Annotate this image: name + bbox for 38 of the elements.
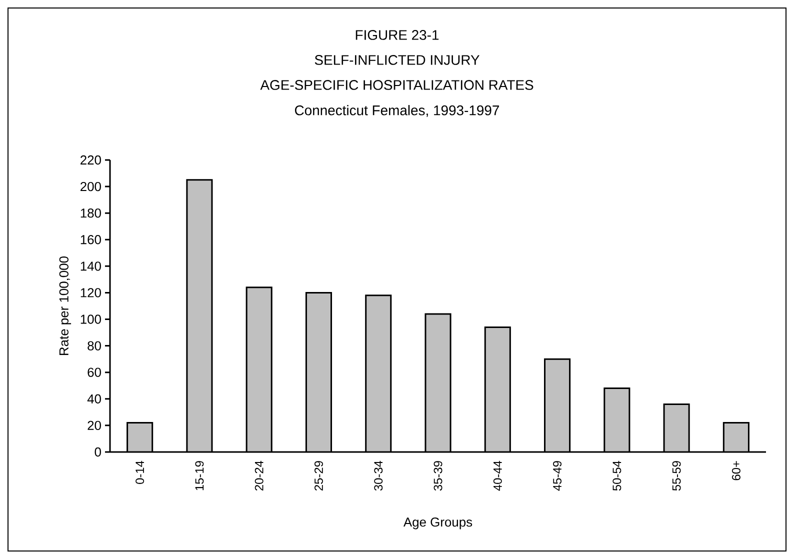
bar <box>246 287 272 452</box>
x-tick-label: 40-44 <box>493 460 502 491</box>
y-tick-label: 20 <box>88 420 101 430</box>
x-tick-label: 50-54 <box>612 460 622 491</box>
bar <box>425 314 451 452</box>
y-tick-label: 80 <box>88 341 101 350</box>
chart-subtitle: SELF-INFLICTED INJURY <box>314 55 480 65</box>
bar <box>366 295 391 452</box>
x-tick-label: 55-59 <box>672 461 681 491</box>
bar <box>485 327 510 452</box>
y-tick-label: 60 <box>88 368 101 377</box>
x-tick-label: 35-39 <box>434 461 442 491</box>
y-tick-label: 40 <box>87 394 101 404</box>
x-tick-label: 20-24 <box>254 460 264 490</box>
y-axis-title: Rate per 100,000 <box>59 256 72 355</box>
x-tick-label: 25-29 <box>314 461 323 490</box>
text: Connecticut Females, 1993-1997 <box>294 105 499 117</box>
y-tick-label: 140 <box>80 262 101 271</box>
y-tick-label: 0 <box>94 447 101 457</box>
chart-title: FIGURE 23-1 <box>356 30 439 40</box>
x-tick-label: 60+ <box>732 461 740 480</box>
x-tick-label: 0-14 <box>136 460 144 484</box>
x-tick-label: 15-19 <box>195 461 204 490</box>
x-axis-title: Age Groups <box>403 518 472 530</box>
y-tick-label: 100 <box>80 314 101 324</box>
bar <box>664 404 690 452</box>
y-tick-label: 200 <box>80 182 101 192</box>
x-tick-label: 30-34 <box>374 460 383 491</box>
text: AGE-SPECIFIC HOSPITALIZATION RATES <box>260 80 534 90</box>
bar <box>604 388 630 452</box>
y-tick-label: 120 <box>80 288 101 298</box>
y-tick-label: 180 <box>80 208 101 218</box>
y-tick-label: 220 <box>80 155 101 165</box>
bar <box>186 180 212 452</box>
bar <box>306 292 332 452</box>
bar <box>544 359 570 452</box>
y-tick-label: 160 <box>80 235 101 244</box>
x-tick-label: 45-49 <box>553 461 562 491</box>
